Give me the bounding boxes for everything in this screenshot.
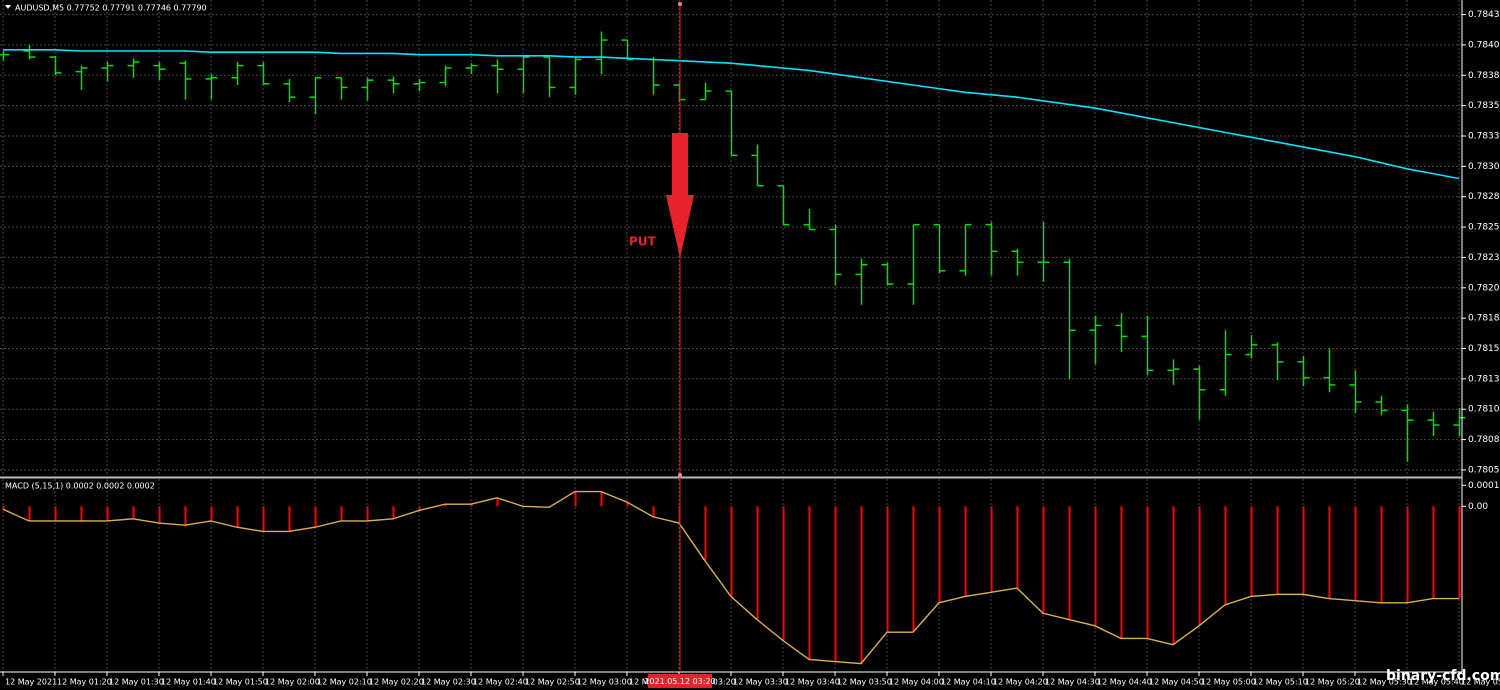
put-label: PUT: [629, 235, 657, 249]
x-tick-label: 12 May 02:30: [421, 678, 476, 687]
y-tick-label: 0.0001: [1468, 481, 1500, 491]
x-tick-label: 12 May 04:10: [941, 678, 996, 687]
moving-average: [3, 48, 1460, 180]
x-tick-label: 12 May 02:10: [317, 678, 372, 687]
y-tick-label: 0.78105: [1468, 405, 1500, 415]
x-tick-label: 12 May 01:50: [213, 678, 268, 687]
crosshair-time-box: [648, 674, 712, 688]
x-tick-label: 12 May 05:00: [1201, 678, 1256, 687]
x-tick-label: 12 May 03:00: [577, 678, 632, 687]
y-tick-label: 0.78405: [1468, 40, 1500, 50]
menu-triangle: [5, 5, 11, 9]
arrow-shaft: [672, 133, 688, 197]
macd-header: MACD (5,15,1) 0.0002 0.0002 0.0002: [5, 482, 155, 491]
x-tick-label: 12 May 04:50: [1149, 678, 1204, 687]
x-tick-label: 12 May 05:10: [1253, 678, 1308, 687]
x-tick-label: 12 May 04:00: [889, 678, 944, 687]
y-tick-label: 0.78355: [1468, 101, 1500, 111]
x-tick-label: 12 May 02:00: [265, 678, 320, 687]
x-tick-label: 12 May 01:20: [57, 678, 112, 687]
x-tick-label: 12 May 01:30: [109, 678, 164, 687]
x-tick-label: 12 May 05:50: [1461, 678, 1500, 687]
y-tick-label: 0.78305: [1468, 162, 1500, 172]
x-tick-label: 12 May 05:30: [1357, 678, 1412, 687]
y-tick-label: 0.78255: [1468, 223, 1500, 233]
signal-dot: [678, 2, 682, 6]
arrow-head: [666, 195, 694, 258]
y-tick-label: 0.78205: [1468, 283, 1500, 293]
x-tick-label: 12 May 2021: [5, 678, 57, 687]
x-tick-label: 12 May 01:40: [161, 678, 216, 687]
x-tick-label: 12 May 05:20: [1305, 678, 1360, 687]
x-tick-label: 12 May 02:50: [525, 678, 580, 687]
x-tick-label: 12 May 03:50: [837, 678, 892, 687]
macd-signal: [2, 490, 1459, 665]
x-tick-label: 12 May 02:40: [473, 678, 528, 687]
x-tick-label: 12 May 04:30: [1045, 678, 1100, 687]
x-tick-label: 12 May 04:20: [993, 678, 1048, 687]
signal-dot: [678, 473, 682, 477]
watermark: binary-cfd.com: [1386, 668, 1500, 684]
y-tick-label: 0.78155: [1468, 344, 1500, 354]
crosshair-time: 2021.05.12 03:20: [644, 677, 715, 686]
x-tick-label: 12 May 02:20: [369, 678, 424, 687]
y-tick-label: 0.00: [1468, 502, 1488, 512]
y-tick-label: 0.78055: [1468, 465, 1500, 475]
symbol-header: AUDUSD,M5 0.77752 0.77791 0.77746 0.7779…: [15, 4, 207, 13]
x-tick-label: 12 May 04:40: [1097, 678, 1152, 687]
x-tick-label: 12 May 05:40: [1409, 678, 1464, 687]
x-tick-label: 12 May 03:30: [733, 678, 788, 687]
x-tick-label: 12 May 03:40: [785, 678, 840, 687]
